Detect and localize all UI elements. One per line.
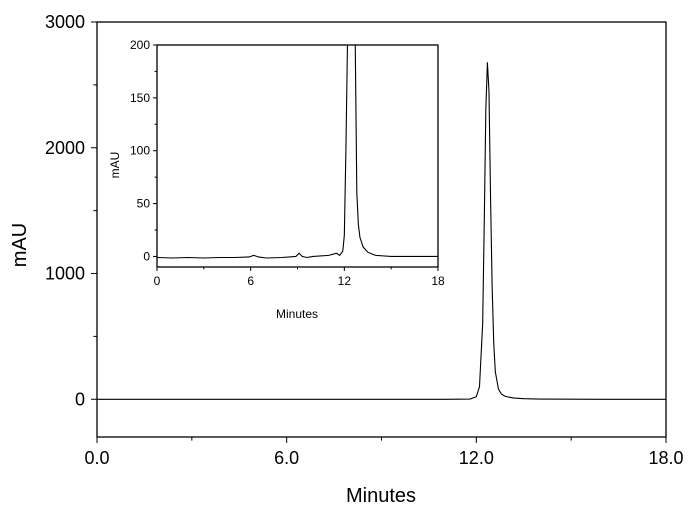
inset-y-tick-label: 50 bbox=[137, 197, 151, 211]
inset-x-tick-label: 18 bbox=[431, 274, 445, 288]
inset-x-tick-label: 6 bbox=[247, 274, 254, 288]
main-x-tick-label: 0.0 bbox=[84, 448, 109, 468]
main-y-tick-label: 0 bbox=[75, 389, 85, 409]
main-y-tick-label: 3000 bbox=[45, 12, 85, 32]
main-x-axis-title: Minutes bbox=[346, 485, 416, 507]
inset-y-tick-label: 200 bbox=[130, 38, 150, 52]
inset-series-line bbox=[156, 44, 438, 259]
main-x-tick-label: 6.0 bbox=[274, 448, 299, 468]
inset-y-axis-title: mAU bbox=[108, 152, 122, 179]
inset-y-tick-label: 0 bbox=[143, 249, 150, 263]
inset-x-tick-label: 0 bbox=[154, 274, 161, 288]
main-x-tick-label: 18.0 bbox=[648, 448, 683, 468]
inset-x-axis-title: Minutes bbox=[276, 307, 318, 321]
inset-y-tick-label: 100 bbox=[130, 144, 150, 158]
main-y-tick-label: 1000 bbox=[45, 264, 85, 284]
inset-chart: 0 6 12 18 0 50 100 150 200 Minutes mAU bbox=[108, 38, 445, 321]
inset-y-tick-label: 150 bbox=[130, 91, 150, 105]
inset-background bbox=[157, 45, 438, 267]
inset-tick-labels: 0 6 12 18 0 50 100 150 200 bbox=[130, 38, 445, 288]
main-y-axis-title: mAU bbox=[9, 223, 31, 267]
inset-ticks bbox=[153, 44, 439, 271]
inset-x-tick-label: 12 bbox=[338, 274, 352, 288]
main-ticks bbox=[91, 21, 667, 443]
main-series-line bbox=[97, 62, 666, 400]
main-x-tick-label: 12.0 bbox=[459, 448, 494, 468]
main-y-tick-label: 2000 bbox=[45, 138, 85, 158]
